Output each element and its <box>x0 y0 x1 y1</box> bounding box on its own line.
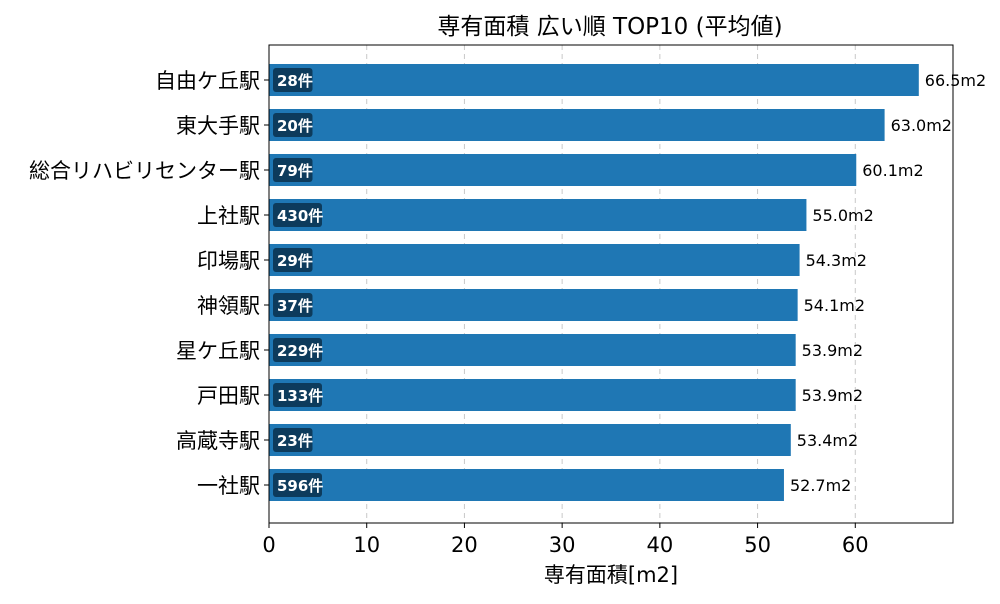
y-tick-label: 戸田駅 <box>197 384 260 408</box>
count-label: 20件 <box>277 117 313 135</box>
value-label: 53.9m2 <box>802 386 863 405</box>
x-axis-label: 専有面積[m2] <box>544 563 678 587</box>
bar <box>269 244 800 276</box>
x-tick-label: 20 <box>451 533 478 557</box>
y-tick-label: 印場駅 <box>197 249 260 273</box>
x-tick-label: 60 <box>842 533 869 557</box>
y-tick-label: 東大手駅 <box>176 114 260 138</box>
count-badge <box>273 428 313 452</box>
bar <box>269 64 919 96</box>
bars: 28件 66.5m2 20件 63.0m2 79件 60.1m2 430件 55.0m2 29件… <box>269 64 986 501</box>
y-tick-label: 一社駅 <box>197 474 260 498</box>
count-label: 37件 <box>277 297 313 315</box>
count-badge <box>273 248 313 272</box>
count-label: 596件 <box>277 477 323 495</box>
count-label: 29件 <box>277 252 313 270</box>
count-badge <box>273 473 322 497</box>
value-label: 55.0m2 <box>812 206 873 225</box>
bar <box>269 379 796 411</box>
value-label: 53.4m2 <box>797 431 858 450</box>
axes: 自由ケ丘駅東大手駅総合リハビリセンター駅上社駅印場駅神領駅星ケ丘駅戸田駅高蔵寺駅… <box>29 69 869 557</box>
count-badge <box>273 68 313 92</box>
bar <box>269 334 796 366</box>
x-tick-label: 50 <box>744 533 771 557</box>
y-tick-label: 神領駅 <box>197 294 260 318</box>
count-label: 430件 <box>277 207 323 225</box>
value-label: 63.0m2 <box>891 116 952 135</box>
x-tick-label: 40 <box>646 533 673 557</box>
y-tick-label: 星ケ丘駅 <box>176 339 260 363</box>
value-label: 60.1m2 <box>862 161 923 180</box>
count-label: 79件 <box>277 162 313 180</box>
bar <box>269 199 807 231</box>
count-label: 133件 <box>277 387 323 405</box>
y-tick-label: 高蔵寺駅 <box>176 429 260 453</box>
count-badge <box>273 338 322 362</box>
count-label: 23件 <box>277 432 313 450</box>
value-label: 54.1m2 <box>804 296 865 315</box>
x-tick-label: 10 <box>353 533 380 557</box>
y-tick-label: 上社駅 <box>197 204 260 228</box>
bar <box>269 154 857 186</box>
count-badge <box>273 113 313 137</box>
value-label: 66.5m2 <box>925 71 986 90</box>
count-badge <box>273 158 313 182</box>
y-tick-label: 総合リハビリセンター駅 <box>29 159 260 183</box>
plot-frame <box>268 44 954 524</box>
bar <box>269 109 885 141</box>
count-badge <box>273 383 322 407</box>
bar <box>269 469 784 501</box>
bar <box>269 289 798 321</box>
value-label: 52.7m2 <box>790 476 851 495</box>
count-badge <box>273 293 313 317</box>
value-label: 53.9m2 <box>802 341 863 360</box>
x-tick-label: 0 <box>262 533 275 557</box>
count-badge <box>273 203 322 227</box>
bar <box>269 424 791 456</box>
y-tick-label: 自由ケ丘駅 <box>155 69 260 93</box>
value-label: 54.3m2 <box>806 251 867 270</box>
count-label: 28件 <box>277 72 313 90</box>
x-tick-label: 30 <box>549 533 576 557</box>
chart-title: 専有面積 広い順 TOP10 (平均値) <box>437 14 782 40</box>
count-label: 229件 <box>277 342 323 360</box>
